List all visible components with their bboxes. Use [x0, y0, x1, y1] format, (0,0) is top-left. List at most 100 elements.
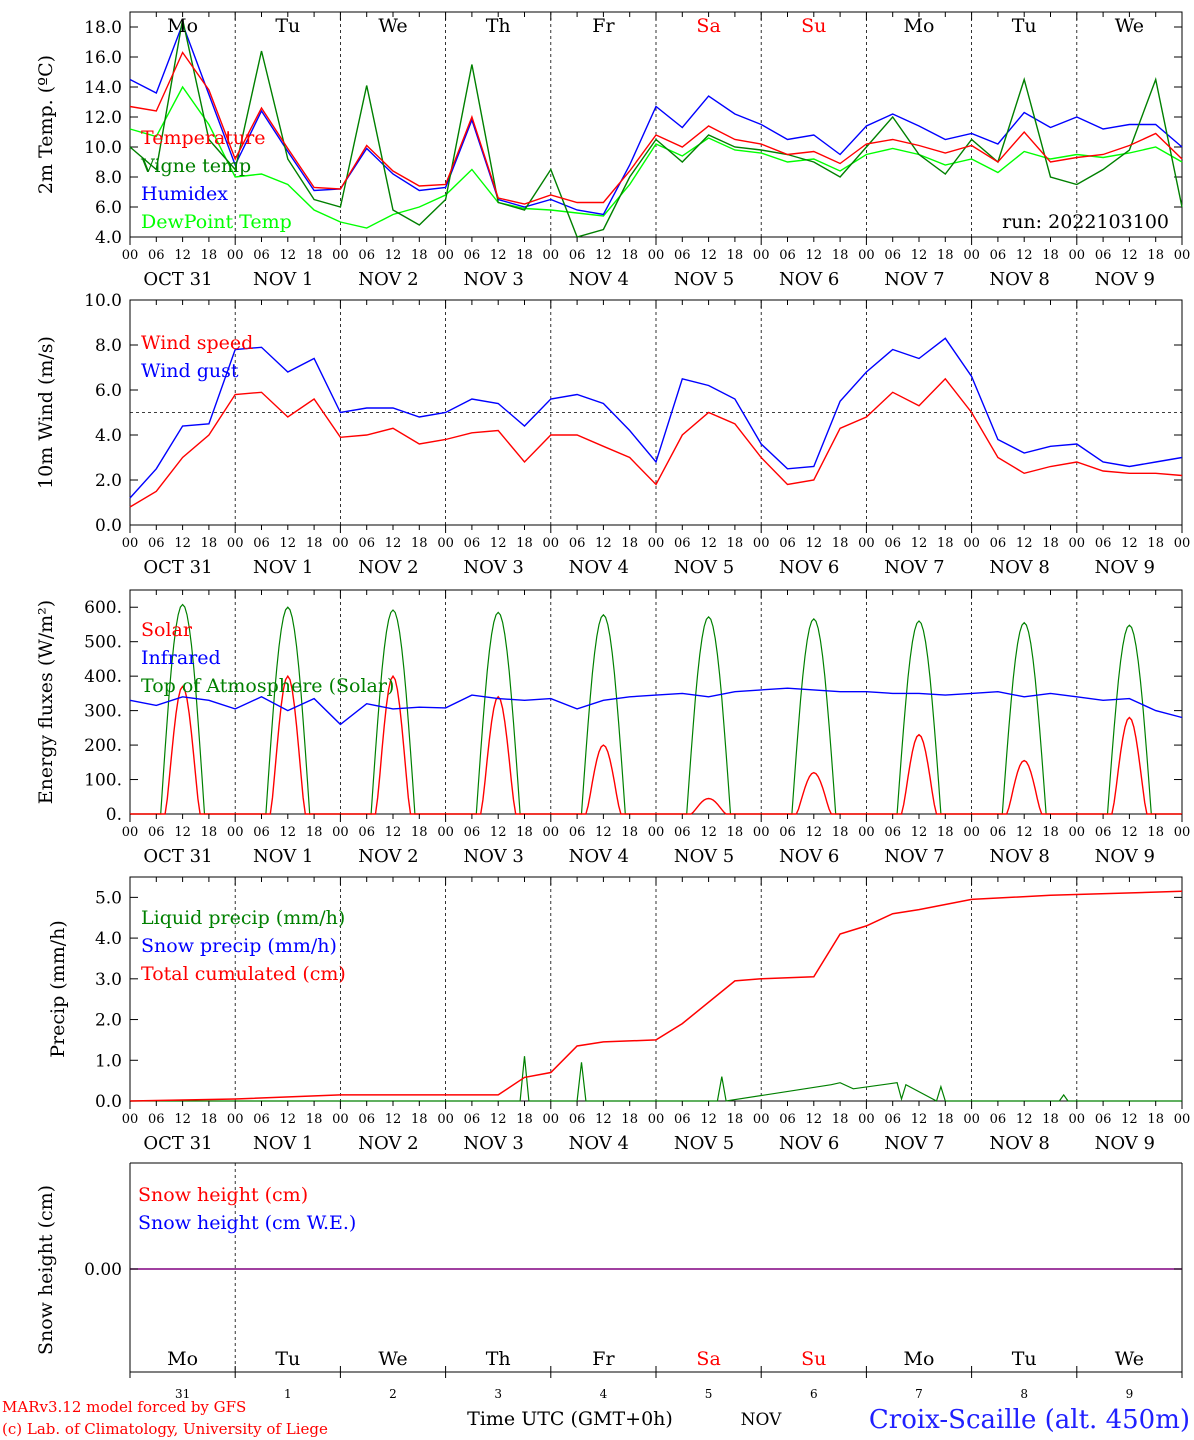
hour-tick-label: 18	[1147, 1112, 1164, 1127]
y-tick-label: 10.0	[84, 291, 122, 311]
hour-tick-label: 06	[990, 248, 1007, 263]
hour-tick-label: 00	[543, 536, 560, 551]
day-label-top: Mo	[167, 15, 198, 37]
date-label: OCT 31	[143, 846, 212, 867]
hour-tick-label: 06	[779, 825, 796, 840]
y-tick-label: 200.	[84, 736, 122, 756]
y-tick-label: 8.0	[95, 336, 122, 356]
hour-tick-label: 00	[332, 1112, 349, 1127]
y-tick-label: 0.0	[95, 516, 122, 536]
hour-tick-label: 06	[569, 248, 586, 263]
date-label: NOV 2	[358, 1133, 418, 1154]
hour-tick-label: 12	[911, 536, 928, 551]
y-tick-label: 0.00	[84, 1260, 122, 1280]
hour-tick-label: 12	[911, 825, 928, 840]
hour-tick-label: 18	[937, 248, 954, 263]
date-number: 2	[389, 1387, 397, 1401]
hour-tick-label: 06	[1095, 1112, 1112, 1127]
hour-tick-label: 06	[990, 825, 1007, 840]
date-number: 4	[600, 1387, 608, 1401]
hour-tick-label: 00	[963, 536, 980, 551]
hour-tick-label: 12	[385, 536, 402, 551]
hour-tick-label: 12	[595, 536, 612, 551]
day-label-bottom: Fr	[592, 1348, 615, 1370]
date-label: OCT 31	[143, 269, 212, 290]
y-tick-label: 100.	[84, 771, 122, 791]
hour-tick-label: 00	[543, 248, 560, 263]
hour-tick-label: 06	[569, 1112, 586, 1127]
hour-tick-label: 12	[385, 825, 402, 840]
hour-tick-label: 06	[148, 536, 165, 551]
hour-tick-label: 18	[1147, 536, 1164, 551]
temp-legend-3: DewPoint Temp	[141, 211, 292, 233]
hour-tick-label: 06	[674, 1112, 691, 1127]
hour-tick-label: 00	[858, 248, 875, 263]
hour-tick-label: 00	[332, 248, 349, 263]
hour-tick-label: 06	[253, 1112, 270, 1127]
temp-legend-2: Humidex	[141, 183, 228, 205]
station-name: Croix-Scaille (alt. 450m)	[869, 1405, 1190, 1435]
toa-solar-arc	[866, 620, 972, 815]
day-label-top: Mo	[904, 15, 935, 37]
hour-tick-label: 12	[806, 825, 823, 840]
hour-tick-label: 18	[411, 825, 428, 840]
y-tick-label: 14.0	[84, 78, 122, 98]
y-tick-label: 18.0	[84, 18, 122, 38]
y-tick-label: 5.0	[95, 888, 122, 908]
hour-tick-label: 00	[753, 825, 770, 840]
wind-legend-1: Wind gust	[141, 360, 239, 382]
hour-tick-label: 18	[411, 536, 428, 551]
solar-arc	[550, 744, 656, 815]
hour-tick-label: 18	[727, 248, 744, 263]
day-label-bottom: Tu	[275, 1348, 300, 1370]
hour-tick-label: 12	[1016, 1112, 1033, 1127]
day-label-top: Tu	[1012, 15, 1037, 37]
solar-arc	[340, 674, 446, 815]
day-label-top: Th	[486, 15, 511, 37]
hour-tick-label: 18	[727, 536, 744, 551]
date-label: NOV 4	[569, 1133, 629, 1154]
hour-tick-label: 06	[1095, 248, 1112, 263]
hour-tick-label: 18	[832, 1112, 849, 1127]
date-label: NOV 3	[463, 846, 523, 867]
solar-arc	[761, 771, 867, 815]
hour-tick-label: 18	[621, 1112, 638, 1127]
day-label-top: Sa	[696, 15, 720, 37]
y-tick-label: 16.0	[84, 48, 122, 68]
solar-arc	[866, 733, 972, 815]
hour-tick-label: 12	[490, 536, 507, 551]
hour-tick-label: 18	[937, 1112, 954, 1127]
hour-tick-label: 06	[464, 536, 481, 551]
run-annotation: run: 2022103100	[1002, 211, 1169, 233]
hour-tick-label: 18	[1042, 536, 1059, 551]
hour-tick-label: 00	[1174, 536, 1191, 551]
date-label: NOV 9	[1095, 557, 1155, 578]
y-tick-label: 8.0	[95, 168, 122, 188]
wind-series-line	[129, 377, 1183, 508]
hour-tick-label: 12	[700, 1112, 717, 1127]
hour-tick-label: 12	[280, 1112, 297, 1127]
y-tick-label: 600.	[84, 598, 122, 618]
y-tick-label: 12.0	[84, 108, 122, 128]
day-label-top: Fr	[592, 15, 615, 37]
toa-solar-arc	[971, 621, 1077, 815]
date-label: NOV 1	[253, 269, 313, 290]
date-number: 9	[1126, 1387, 1134, 1401]
month-label: NOV	[741, 1410, 783, 1430]
day-label-top: We	[1115, 15, 1144, 37]
precip-legend-0: Liquid precip (mm/h)	[141, 907, 345, 929]
date-label: NOV 9	[1095, 846, 1155, 867]
hour-tick-label: 06	[358, 248, 375, 263]
hour-tick-label: 00	[227, 825, 244, 840]
date-label: NOV 2	[358, 557, 418, 578]
date-label: OCT 31	[143, 557, 212, 578]
hour-tick-label: 00	[122, 825, 139, 840]
hour-tick-label: 18	[621, 248, 638, 263]
hour-tick-label: 06	[884, 536, 901, 551]
hour-tick-label: 12	[1121, 248, 1138, 263]
hour-tick-label: 18	[516, 536, 533, 551]
temp-series-line	[129, 19, 1183, 238]
hour-tick-label: 00	[122, 248, 139, 263]
date-label: NOV 1	[253, 846, 313, 867]
hour-tick-label: 00	[332, 536, 349, 551]
